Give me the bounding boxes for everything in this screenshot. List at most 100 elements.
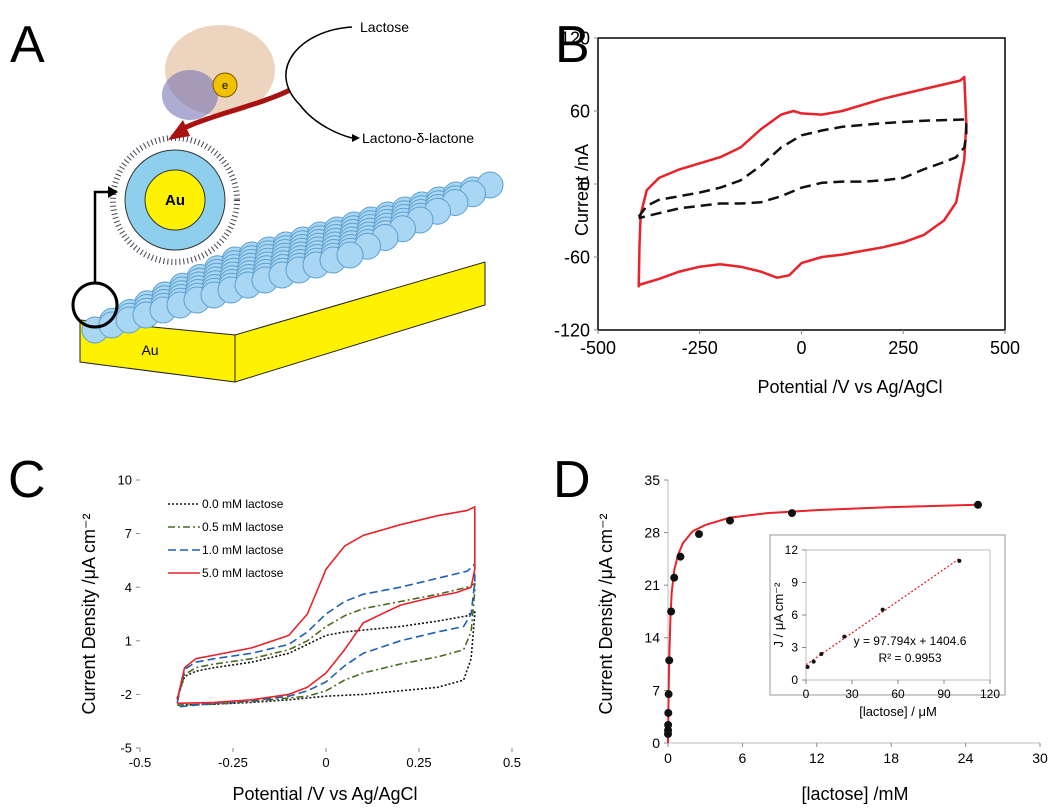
x-axis-title: [lactose] / μM: [859, 704, 937, 719]
data-line: [176, 506, 476, 705]
data-point: [670, 573, 679, 582]
data-line: [637, 75, 968, 288]
data-point: [667, 607, 676, 616]
electrode-label: Au: [141, 342, 158, 358]
substrate-label: Lactose: [360, 19, 409, 35]
data-point: [974, 500, 982, 509]
x-tick-label: 24: [958, 750, 974, 766]
inset-box: [769, 534, 1006, 696]
schematic: A Lactose Lactono-δ-lactone e Au Au: [10, 16, 504, 383]
product-label: Lactono-δ-lactone: [362, 130, 474, 146]
data-line: [176, 609, 476, 706]
y-tick-label: 35: [644, 472, 660, 488]
ligand-shell: [110, 135, 240, 265]
x-tick-label: 12: [809, 750, 825, 766]
legend-label: 0.0 mM lactose: [202, 497, 284, 511]
electrode-side: [234, 261, 486, 383]
nanoparticle-label: Au: [165, 192, 185, 209]
data-line: [805, 558, 960, 666]
data-point: [811, 659, 816, 664]
electron-label: e: [222, 80, 228, 92]
y-tick-label: 28: [644, 525, 660, 541]
y-tick-label: -60: [564, 247, 590, 267]
x-tick-label: 18: [883, 750, 899, 766]
panel-label: D: [553, 451, 591, 509]
panel-label: C: [8, 451, 46, 509]
data-point: [726, 516, 734, 525]
y-tick-label: 0: [791, 673, 798, 687]
x-tick-label: 0: [796, 338, 806, 358]
data-point: [957, 558, 962, 563]
y-axis-title: J / μA cm⁻²: [771, 582, 786, 648]
cofactor: [212, 72, 238, 98]
y-tick-label: 10: [118, 473, 132, 488]
annotation: y = 97.794x + 1404.6: [854, 634, 967, 648]
data-point: [842, 634, 847, 639]
x-tick-label: -0.25: [218, 755, 248, 770]
y-axis-title: Current /nA: [572, 144, 592, 236]
x-tick-label: 90: [937, 687, 951, 701]
panel-label: B: [555, 16, 590, 74]
y-tick-label: 9: [791, 576, 798, 590]
y-tick-label: 1: [125, 633, 132, 648]
y-tick-label: 0: [652, 735, 660, 751]
x-tick-label: 0: [664, 750, 672, 766]
y-tick-label: -2: [120, 687, 132, 702]
data-point: [880, 607, 885, 612]
data-point: [664, 720, 673, 729]
x-tick-label: 250: [888, 338, 918, 358]
legend-label: 0.5 mM lactose: [202, 520, 284, 534]
x-tick-label: 0.25: [406, 755, 431, 770]
y-tick-label: 21: [644, 577, 660, 593]
x-tick-label: 6: [739, 750, 747, 766]
y-tick-label: 7: [652, 682, 660, 698]
data-point: [819, 652, 824, 656]
arrow-head: [352, 134, 360, 142]
x-tick-label: -0.5: [129, 755, 151, 770]
reaction-arrow: [285, 26, 353, 139]
y-tick-label: 4: [125, 580, 132, 595]
y-tick-label: -120: [554, 320, 590, 340]
y-tick-label: 6: [791, 608, 798, 622]
panel-label: A: [10, 16, 45, 74]
x-tick-label: 30: [1032, 750, 1048, 766]
y-tick-label: 12: [785, 543, 799, 557]
x-tick-label: -500: [580, 338, 616, 358]
data-point: [676, 552, 685, 561]
data-point: [695, 530, 703, 539]
legend-label: 1.0 mM lactose: [202, 543, 284, 557]
y-tick-label: 7: [125, 526, 132, 541]
enzyme-domain: [162, 70, 218, 120]
data-point: [788, 509, 796, 518]
y-tick-label: 0: [580, 174, 590, 194]
x-tick-label: 500: [990, 338, 1020, 358]
annotation: R² = 0.9953: [878, 651, 941, 665]
data-line: [667, 503, 979, 744]
data-line: [637, 118, 968, 220]
nanoparticle-layer: [81, 171, 504, 344]
data-point: [664, 708, 673, 717]
x-tick-label: 0: [322, 755, 329, 770]
y-axis-title: Current Density /μA cm⁻²: [596, 514, 616, 715]
x-tick-label: -250: [682, 338, 718, 358]
data-point: [805, 665, 810, 669]
data-line: [176, 582, 476, 706]
nanoparticle-bead: [336, 241, 364, 269]
x-tick-label: 0.5: [503, 755, 521, 770]
data-point: [664, 690, 673, 699]
x-tick-label: 60: [891, 687, 905, 701]
gold-core: [144, 169, 206, 231]
arrow-head: [108, 186, 118, 198]
x-axis-title: Potential /V vs Ag/AgCl: [232, 784, 417, 804]
x-tick-label: 30: [845, 687, 859, 701]
electron-path: [178, 87, 292, 133]
y-tick-label: 120: [560, 28, 590, 48]
x-tick-label: 120: [980, 687, 1000, 701]
x-tick-label: 0: [803, 687, 810, 701]
y-tick-label: -5: [120, 741, 132, 756]
y-tick-label: 14: [644, 630, 660, 646]
x-axis-title: [lactose] /mM: [801, 784, 908, 804]
y-tick-label: 3: [791, 641, 798, 655]
y-axis-title: Current Density /μA cm⁻²: [79, 514, 99, 715]
